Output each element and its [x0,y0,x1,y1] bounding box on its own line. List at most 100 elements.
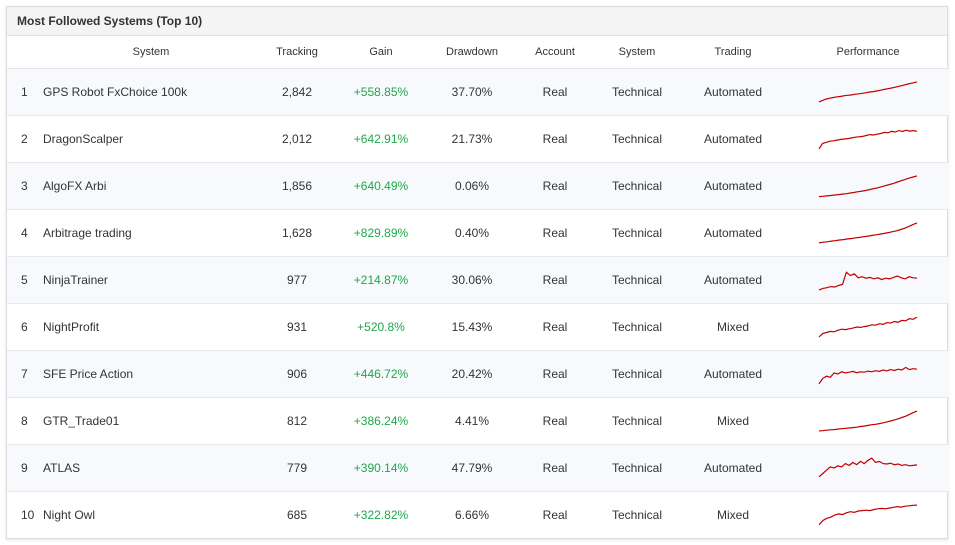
gain-cell: +640.49% [353,178,409,193]
rank-cell: 9 [21,460,28,475]
system-name-link[interactable]: ATLAS [43,460,81,475]
system-name-link[interactable]: AlgoFX Arbi [43,178,107,193]
table-header-row: System Tracking Gain Drawdown Account Sy… [7,36,949,69]
system-name-link[interactable]: SFE Price Action [43,366,134,381]
system-name-link[interactable]: NightProfit [43,319,100,334]
header-gain[interactable]: Gain [333,36,429,69]
rank-cell: 5 [21,272,28,287]
performance-sparkline [818,410,918,431]
table-row[interactable]: 2 DragonScalper 2,012 +642.91% 21.73% Real Tec… [7,115,949,162]
table-row[interactable]: 8 GTR_Trade01 812 +386.24% 4.41% Real Technica… [7,397,949,444]
performance-cell [787,209,949,256]
table-row[interactable]: 5 NinjaTrainer 977 +214.87% 30.06% Real Techni… [7,256,949,303]
drawdown-cell: 4.41% [454,413,490,428]
sparkline-path [818,174,918,197]
tracking-cell: 1,856 [281,178,313,193]
table-row[interactable]: 9 ATLAS 779 +390.14% 47.79% Real Technical Auto… [7,444,949,491]
gain-cell: +446.72% [353,366,409,381]
rank-cell: 1 [21,84,28,99]
account-cell: Real [542,84,568,99]
system-name-link[interactable]: Night Owl [43,507,96,522]
gain-cell: +322.82% [353,507,409,522]
system-type-cell: Technical [611,225,663,240]
tracking-cell: 1,628 [281,225,313,240]
header-system-type[interactable]: System [595,36,679,69]
drawdown-cell: 0.06% [454,178,490,193]
header-tracking[interactable]: Tracking [261,36,333,69]
trading-cell: Automated [703,131,763,146]
performance-sparkline [818,316,918,337]
drawdown-cell: 21.73% [451,131,493,146]
most-followed-panel: Most Followed Systems (Top 10) System Tr… [6,6,949,539]
performance-sparkline [818,366,918,384]
account-cell: Real [542,366,568,381]
tracking-cell: 2,842 [281,84,313,99]
header-performance: Performance [787,36,949,69]
account-cell: Real [542,178,568,193]
system-name-link[interactable]: GTR_Trade01 [43,413,120,428]
account-cell: Real [542,460,568,475]
table-row[interactable]: 4 Arbitrage trading 1,628 +829.89% 0.40% Real… [7,209,949,256]
performance-cell [787,256,949,303]
system-type-cell: Technical [611,131,663,146]
tracking-cell: 977 [286,272,308,287]
system-name-link[interactable]: Arbitrage trading [43,225,132,240]
sparkline-path [818,504,918,526]
table-row[interactable]: 7 SFE Price Action 906 +446.72% 20.42% Real Te… [7,350,949,397]
performance-sparkline [818,174,918,197]
performance-cell [787,397,949,444]
tracking-cell: 931 [286,319,308,334]
account-cell: Real [542,319,568,334]
gain-cell: +520.8% [357,319,405,334]
trading-cell: Automated [703,272,763,287]
rank-cell: 6 [21,319,28,334]
sparkline-path [818,456,918,477]
performance-cell [787,444,949,491]
gain-cell: +214.87% [353,272,409,287]
tracking-cell: 685 [286,507,308,522]
performance-sparkline [818,456,918,477]
header-drawdown[interactable]: Drawdown [429,36,515,69]
performance-cell [787,350,949,397]
header-trading[interactable]: Trading [679,36,787,69]
system-name-link[interactable]: DragonScalper [43,131,124,146]
performance-cell [787,303,949,350]
performance-sparkline [818,80,918,102]
drawdown-cell: 47.79% [451,460,493,475]
trading-cell: Automated [703,366,763,381]
gain-cell: +642.91% [353,131,409,146]
drawdown-cell: 30.06% [451,272,493,287]
table-row[interactable]: 6 NightProfit 931 +520.8% 15.43% Real Technica… [7,303,949,350]
gain-cell: +386.24% [353,413,409,428]
sparkline-path [818,316,918,337]
header-system[interactable]: System [41,36,261,69]
system-type-cell: Technical [611,507,663,522]
gain-cell: +390.14% [353,460,409,475]
sparkline-path [818,129,918,149]
performance-sparkline [818,504,918,526]
performance-cell [787,68,949,115]
drawdown-cell: 6.66% [454,507,490,522]
table-row[interactable]: 10 Night Owl 685 +322.82% 6.66% Real Technical… [7,491,949,538]
trading-cell: Automated [703,84,763,99]
gain-cell: +829.89% [353,225,409,240]
gain-cell: +558.85% [353,84,409,99]
table-row[interactable]: 3 AlgoFX Arbi 1,856 +640.49% 0.06% Real Techni… [7,162,949,209]
sparkline-path [818,410,918,431]
performance-cell [787,162,949,209]
trading-cell: Automated [703,460,763,475]
drawdown-cell: 15.43% [451,319,493,334]
account-cell: Real [542,225,568,240]
system-type-cell: Technical [611,272,663,287]
system-name-link[interactable]: GPS Robot FxChoice 100k [43,84,188,99]
header-rank [7,36,41,69]
sparkline-path [818,221,918,243]
rank-cell: 4 [21,225,28,240]
account-cell: Real [542,413,568,428]
rank-cell: 2 [21,131,28,146]
performance-sparkline [818,270,918,290]
header-account[interactable]: Account [515,36,595,69]
table-row[interactable]: 1 GPS Robot FxChoice 100k 2,842 +558.85% 37.… [7,68,949,115]
system-name-link[interactable]: NinjaTrainer [43,272,108,287]
trading-cell: Automated [703,225,763,240]
